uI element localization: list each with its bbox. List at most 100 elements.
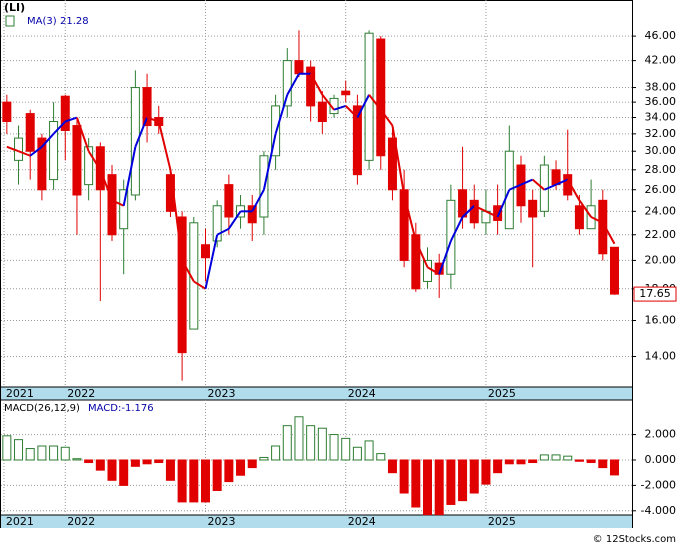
- legend-swatch: [5, 15, 15, 27]
- histogram-bar: [352, 446, 362, 461]
- x-tick-label: 2024: [348, 387, 376, 400]
- histogram-bar: [598, 459, 608, 469]
- y-tick-label: 28.00: [645, 163, 677, 176]
- histogram-bar: [574, 459, 584, 462]
- ma-segment: [262, 133, 277, 190]
- candle-body: [84, 146, 94, 186]
- y-tick-label: 42.00: [645, 54, 677, 67]
- histogram-bar: [469, 459, 479, 494]
- candle-body: [177, 216, 187, 354]
- ma-segment: [496, 189, 511, 218]
- y-tick-label: 20.00: [645, 253, 677, 266]
- y-tick-label: 22.00: [645, 228, 677, 241]
- candle-body: [458, 189, 468, 218]
- histogram-bar: [458, 459, 468, 502]
- ma-segment: [76, 117, 90, 152]
- ma-segment: [426, 266, 440, 276]
- ma-segment: [122, 146, 137, 206]
- histogram-bar: [2, 435, 12, 461]
- histogram-bar: [49, 445, 59, 461]
- histogram-bar: [200, 459, 210, 503]
- histogram-bar: [364, 440, 374, 461]
- histogram-bar: [539, 454, 549, 461]
- histogram-bar: [586, 459, 596, 464]
- candle-body: [25, 113, 35, 152]
- candle-body: [352, 105, 362, 176]
- x-tick-label: 2023: [207, 515, 235, 528]
- histogram-bar: [306, 425, 316, 461]
- histogram-bar: [504, 459, 514, 465]
- histogram-bar: [189, 459, 199, 503]
- ma-segment: [216, 227, 230, 236]
- histogram-bar: [130, 459, 140, 467]
- ma-segment: [134, 117, 148, 148]
- histogram-bar: [481, 459, 491, 485]
- ma-segment: [169, 169, 184, 261]
- ma-segment: [379, 109, 394, 127]
- ma-segment: [204, 234, 219, 290]
- histogram-bar: [60, 446, 70, 461]
- histogram-bar: [294, 416, 304, 461]
- histogram-bar: [95, 459, 105, 471]
- candle-body: [282, 60, 292, 107]
- candle-body: [493, 205, 503, 221]
- candle-body: [200, 244, 210, 259]
- histogram-bar: [236, 459, 246, 476]
- ma-segment: [309, 73, 324, 96]
- histogram-bar: [563, 455, 573, 461]
- ma-segment: [193, 280, 207, 290]
- candle-body: [423, 259, 433, 282]
- candle-body: [399, 189, 409, 261]
- ma-segment: [508, 183, 522, 191]
- ma-segment: [146, 116, 160, 123]
- ma-segment: [6, 145, 19, 153]
- candle-body: [376, 38, 386, 157]
- legend-label: MA(3): [27, 16, 57, 27]
- ma-segment: [461, 205, 475, 218]
- ma-segment: [356, 94, 370, 118]
- x-tick-label: 2023: [207, 387, 235, 400]
- ma-segment: [391, 125, 406, 196]
- candle-body: [411, 234, 421, 290]
- chart-title: (LI): [4, 1, 25, 14]
- candle-body: [609, 246, 619, 295]
- candle-body: [224, 184, 234, 218]
- histogram-bar: [399, 459, 409, 494]
- ma-segment: [590, 216, 604, 224]
- x-tick-label: 2021: [6, 515, 34, 528]
- ma-segment: [403, 194, 417, 242]
- histogram-bar: [551, 454, 561, 461]
- histogram-bar: [329, 434, 339, 461]
- ma-segment: [520, 178, 534, 186]
- candle-body: [247, 205, 257, 224]
- candle-body: [2, 101, 12, 123]
- candle-body: [294, 60, 304, 75]
- ma-segment: [52, 120, 66, 135]
- histogram-bar: [165, 459, 175, 481]
- x-tick-label: 2025: [488, 387, 516, 400]
- ma-segment: [566, 179, 581, 201]
- ma-segment: [111, 199, 125, 207]
- histogram-bar: [423, 459, 433, 516]
- y-tick-label: 46.00: [645, 29, 677, 42]
- histogram-bar: [282, 425, 292, 461]
- ma-segment: [18, 150, 31, 157]
- ma-segment: [181, 259, 195, 282]
- candle-body: [598, 199, 608, 255]
- histogram-bar: [317, 427, 327, 461]
- y-tick-label: 14.00: [645, 349, 677, 362]
- y-tick-label: 32.00: [645, 127, 677, 140]
- ma-segment: [64, 116, 78, 123]
- candle-body: [469, 199, 479, 224]
- y-tick-label: 16.00: [645, 314, 677, 327]
- ma-segment: [321, 94, 335, 111]
- last-price-label: 17.65: [639, 287, 671, 300]
- candle-body: [212, 205, 222, 242]
- macd-panel: 2.000 0.000 -2.000 -4.000 2021 2022 2023 2024 20…: [1, 400, 676, 528]
- histogram-bar: [259, 456, 269, 461]
- macd-title: MACD(26,12,9): [4, 403, 80, 414]
- ma-segment: [274, 94, 289, 135]
- ma-segment: [543, 183, 557, 191]
- legend-value: 21.28: [60, 16, 89, 27]
